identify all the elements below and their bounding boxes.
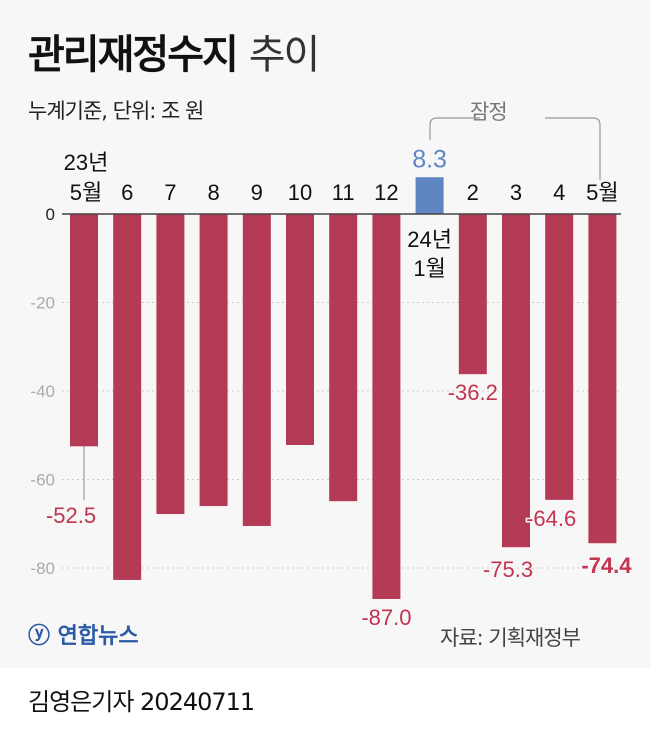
data-label: -64.6 <box>526 506 576 531</box>
x-tick-label: 4 <box>553 180 565 205</box>
bar <box>199 214 228 507</box>
x-tick-label: 3 <box>510 180 522 205</box>
x-tick-label: 5월 <box>70 180 102 205</box>
bar <box>458 214 487 375</box>
bar <box>286 214 314 445</box>
x-tick-label: 8 <box>207 180 219 205</box>
x-tick-label: 9 <box>251 180 263 205</box>
provisional-label: 잠정 <box>470 100 508 124</box>
y-tick-label: -80 <box>30 559 55 578</box>
bar <box>502 214 530 548</box>
x-tick-label: 7 <box>164 180 176 205</box>
y-tick-label: -20 <box>30 294 55 313</box>
x-tick-label: 10 <box>288 180 312 205</box>
bar <box>415 177 444 214</box>
bar <box>156 214 185 515</box>
y-tick-label: 0 <box>46 205 55 224</box>
chart-title: 관리재정수지 추이 <box>28 32 320 78</box>
x-tick-label: 12 <box>374 180 398 205</box>
provisional-bracket <box>429 117 601 180</box>
y-tick-label: -60 <box>30 471 55 490</box>
x-tick-label: 11 <box>332 180 355 205</box>
x-tick-label: 24년 <box>407 227 452 252</box>
bar <box>588 214 617 544</box>
data-label: -52.5 <box>46 503 96 528</box>
x-tick-label: 5월 <box>586 180 618 205</box>
bar <box>113 214 142 580</box>
data-label: 8.3 <box>412 145 447 173</box>
x-tick-label: 1월 <box>413 256 445 281</box>
byline: 김영은기자 20240711 <box>28 688 255 716</box>
x-tick-label: 23년 <box>64 150 109 175</box>
bar <box>70 214 98 447</box>
chart-subtitle: 누계기준, 단위: 조 원 <box>28 99 204 123</box>
bar <box>545 214 574 500</box>
bar <box>242 214 271 526</box>
data-label: -87.0 <box>361 605 411 630</box>
x-tick-label: 2 <box>467 180 479 205</box>
x-tick-label: 6 <box>121 180 133 205</box>
data-label: -36.2 <box>448 380 498 405</box>
logo: ⓨ 연합뉴스 <box>28 624 139 649</box>
data-label: -75.3 <box>483 557 533 582</box>
footer <box>0 668 650 735</box>
bar <box>329 214 358 502</box>
y-tick-label: -40 <box>30 382 55 401</box>
bar <box>372 214 401 599</box>
data-label: -74.4 <box>581 553 632 578</box>
source: 자료: 기획재정부 <box>440 626 581 650</box>
